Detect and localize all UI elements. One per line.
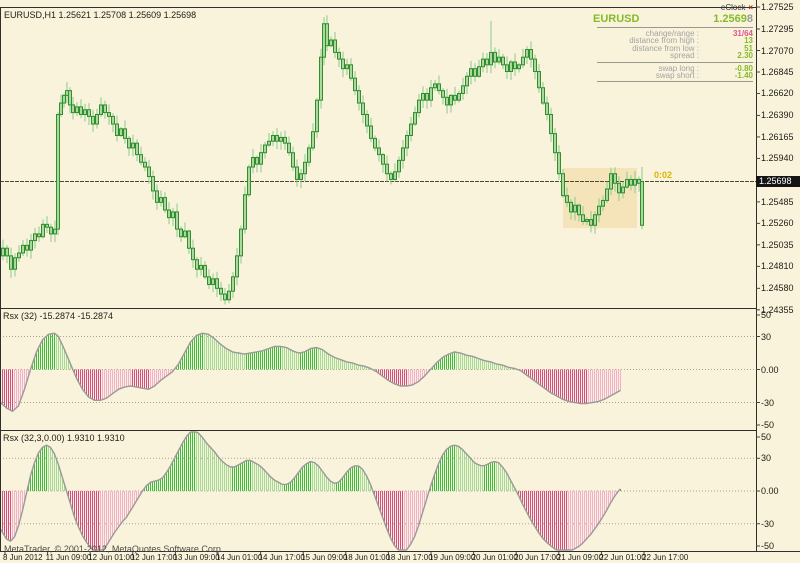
time-axis-label: 14 Jun 01:00 — [216, 553, 263, 562]
eclock-row: change/range :31/64 — [645, 29, 753, 38]
eclock-separator — [597, 61, 753, 63]
time-axis-label: 19 Jun 09:00 — [429, 553, 476, 562]
time-axis-label: 11 Jun 09:00 — [45, 553, 92, 562]
time-axis-label: 15 Jun 09:00 — [301, 553, 348, 562]
indicator2-title: Rsx (32,3,0.00) 1.9310 1.9310 — [3, 433, 125, 443]
indicator-scale-label: 0.00 — [761, 364, 779, 375]
rsx2-curve — [0, 431, 622, 551]
eclock-separator — [597, 81, 753, 83]
time-axis-label: 18 Jun 17:00 — [386, 553, 433, 562]
metatrader-watermark: MetaTrader, © 2001-2012, MetaQuotes Soft… — [4, 544, 224, 554]
time-axis-label: 12 Jun 17:00 — [130, 553, 178, 562]
price-axis-label: 1.24355 — [761, 304, 794, 315]
eclock-row: swap long : -0.80 — [658, 63, 753, 73]
indicator-scale-label: -30 — [761, 397, 775, 408]
chart-ohlc-title: EURUSD,H1 1.25621 1.25708 1.25609 1.2569… — [4, 10, 197, 20]
eclock-row: swap short : -1.40 — [655, 71, 753, 81]
price-axis-label: 1.24810 — [761, 261, 794, 272]
time-axis-label: 8 Jun 2012 — [3, 553, 43, 562]
time-axis-label: 20 Jun 17:00 — [514, 553, 561, 562]
indicator-scale-label: 50 — [761, 432, 772, 442]
eclock-row: spread :2.30 — [670, 51, 753, 61]
eclock-brand: eClock × — [593, 3, 753, 12]
eclock-title: eClock — [720, 3, 746, 12]
price-axis-label: 1.26620 — [761, 88, 794, 99]
eclock-row: distance from low :51 — [632, 43, 753, 53]
price-axis-label: 1.26390 — [761, 110, 794, 121]
candles-layer — [1, 15, 644, 305]
time-axis-label: 13 Jun 09:00 — [173, 553, 220, 562]
highlight-region — [563, 167, 637, 229]
time-axis-label: 20 Jun 01:00 — [471, 553, 518, 562]
indicator-scale-label: 50 — [761, 310, 772, 320]
eclock-row: distance from high :13 — [629, 36, 753, 46]
time-axis-label: 14 Jun 17:00 — [258, 553, 305, 562]
price-axis-label: 1.25035 — [761, 239, 794, 250]
price-axis-label: 1.27525 — [761, 2, 794, 13]
time-axis-label: 12 Jun 01:00 — [88, 553, 135, 562]
rsx2-histogram — [0, 432, 621, 550]
price-axis-label: 1.26845 — [761, 66, 794, 77]
current-price-tag: 1.25698 — [756, 176, 800, 187]
time-axis-label: 21 Jun 09:00 — [556, 553, 604, 562]
eclock-symbol: EURUSD — [593, 13, 640, 25]
close-icon[interactable]: × — [748, 3, 753, 12]
candle-countdown-timer: 0:02 — [654, 170, 673, 180]
price-axis-label: 1.25940 — [761, 153, 794, 164]
price-axis-label: 1.24580 — [761, 283, 794, 294]
time-axis-label: 18 Jun 01:00 — [343, 553, 391, 562]
indicator-scale-label: -50 — [761, 541, 775, 551]
time-axis-label: 22 Jun 17:00 — [642, 553, 689, 562]
indicator-scale-label: -30 — [761, 518, 775, 529]
price-axis-label: 1.27295 — [761, 24, 794, 34]
time-axis-label: 22 Jun 01:00 — [599, 553, 646, 562]
indicator-scale-label: -50 — [761, 420, 775, 430]
eclock-indicator-panel: eClock × EURUSD 1.25698 change/range :31/… — [593, 3, 753, 84]
indicator-scale-label: 30 — [761, 331, 772, 342]
price-axis-label: 1.27070 — [761, 45, 794, 56]
indicator-scale-label: 0.00 — [761, 486, 779, 496]
indicator-scale-label: 30 — [761, 453, 772, 464]
price-axis-label: 1.25485 — [761, 196, 794, 207]
indicator1-title: Rsx (32) -15.2874 -15.2874 — [3, 311, 114, 321]
price-axis-label: 1.26165 — [761, 131, 794, 142]
eclock-price: 1.25698 — [713, 13, 753, 25]
price-axis-label: 1.25260 — [761, 218, 794, 229]
eclock-separator — [597, 27, 753, 28]
rsx1-curve — [0, 332, 621, 413]
